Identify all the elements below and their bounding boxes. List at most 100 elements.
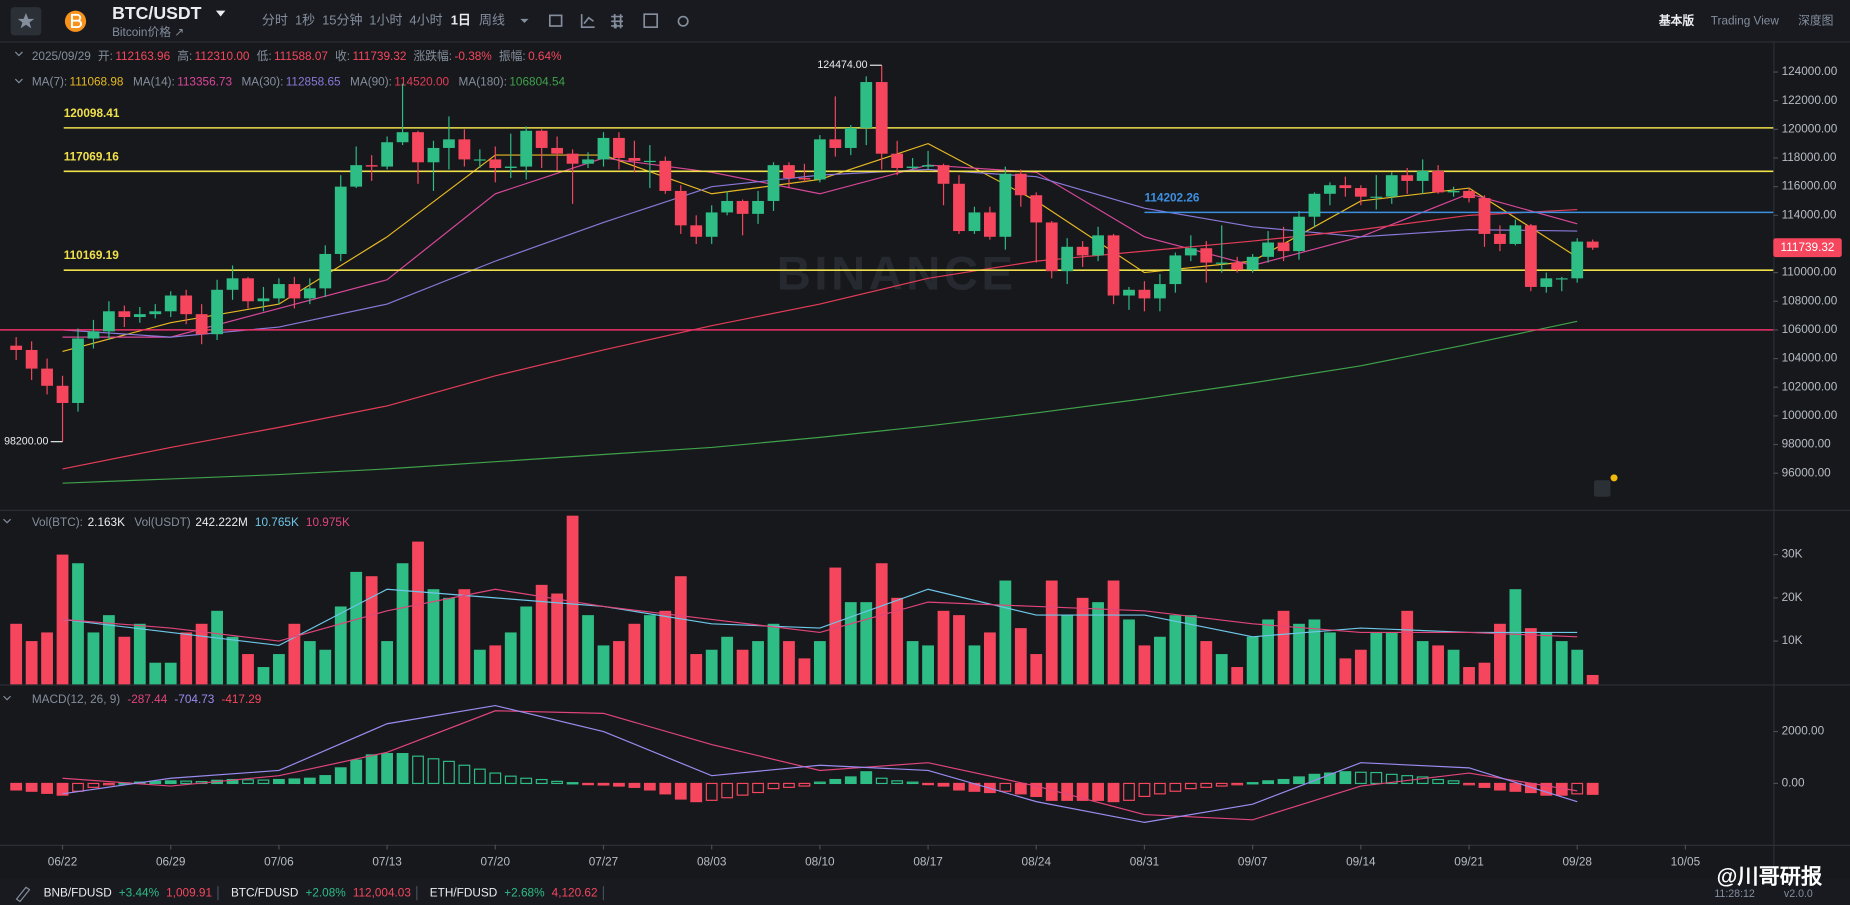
candle-body bbox=[1277, 242, 1290, 252]
volume-bar bbox=[1324, 632, 1336, 685]
volume-bar bbox=[860, 602, 873, 685]
y-tick-label: 104000.00 bbox=[1782, 352, 1838, 365]
ma-line bbox=[62, 320, 1578, 484]
edit-icon[interactable] bbox=[15, 886, 31, 903]
volume-bar bbox=[1571, 649, 1584, 685]
tool-layout[interactable] bbox=[643, 13, 659, 28]
macd-histogram bbox=[705, 782, 718, 801]
view-tab[interactable]: 基本版 bbox=[1658, 13, 1695, 27]
volume-bar bbox=[999, 580, 1012, 685]
volume-bar bbox=[334, 606, 347, 685]
macd-histogram bbox=[1200, 782, 1213, 788]
volume-bar bbox=[844, 602, 857, 685]
y-tick-label: 10K bbox=[1782, 634, 1803, 647]
volume-bar bbox=[319, 649, 332, 685]
legend-name: MA(14): bbox=[133, 76, 175, 89]
interval-tab[interactable]: 1小时 bbox=[369, 13, 402, 28]
interval-tab[interactable]: 4小时 bbox=[409, 13, 442, 28]
macd-histogram bbox=[767, 782, 780, 790]
info-value: -0.38% bbox=[454, 50, 492, 63]
macd-histogram bbox=[427, 758, 440, 785]
interval-tab[interactable]: 1秒 bbox=[295, 13, 315, 28]
y-tick-label: 100000.00 bbox=[1782, 409, 1838, 422]
info-value: 112310.00 bbox=[195, 50, 250, 63]
candle-body bbox=[1092, 235, 1104, 256]
candle-body bbox=[319, 253, 332, 289]
symbol-subtitle[interactable]: Bitcoin价格 ↗ bbox=[112, 25, 184, 39]
macd-histogram bbox=[813, 781, 826, 785]
ticker-change: +2.68% bbox=[504, 886, 545, 899]
candle-body bbox=[999, 173, 1012, 237]
interval-tab[interactable]: 1日 bbox=[451, 13, 471, 28]
note-dot bbox=[1610, 474, 1618, 482]
symbol-dropdown[interactable] bbox=[215, 10, 226, 17]
macd-histogram bbox=[396, 753, 409, 785]
macd-histogram bbox=[489, 772, 502, 785]
tool-candles bbox=[613, 14, 622, 29]
ticker-price: 1,009.91 bbox=[166, 886, 212, 899]
x-tick-label: 09/14 bbox=[1346, 856, 1376, 869]
x-tick-label: 09/21 bbox=[1454, 856, 1483, 869]
volume-bar bbox=[813, 641, 826, 685]
macd-histogram bbox=[1385, 773, 1398, 785]
legend-value: 106804.54 bbox=[509, 76, 565, 89]
info-value: 111588.07 bbox=[274, 50, 328, 63]
legend-value: 113356.73 bbox=[177, 76, 232, 89]
y-tick-label: 30K bbox=[1782, 548, 1803, 561]
macd-value: -704.73 bbox=[174, 693, 214, 706]
volume-bar bbox=[674, 576, 687, 685]
macd-histogram bbox=[674, 782, 687, 800]
interval-dropdown[interactable] bbox=[520, 18, 529, 24]
ticker-pair: ETH/FDUSD bbox=[430, 886, 497, 899]
price-level-label: 117069.16 bbox=[64, 150, 119, 163]
candle-body bbox=[1045, 222, 1058, 272]
candle-body bbox=[1463, 190, 1475, 199]
candle-body bbox=[458, 139, 471, 160]
x-tick-label: 07/27 bbox=[589, 856, 618, 869]
volume-bar bbox=[1432, 645, 1445, 685]
candle-body bbox=[767, 165, 780, 201]
volume-bar bbox=[103, 615, 115, 685]
volume-bar bbox=[1092, 602, 1104, 685]
view-tab[interactable]: Trading View bbox=[1711, 14, 1780, 27]
interval-tab[interactable]: 周线 bbox=[479, 13, 505, 28]
collapse-arrows[interactable] bbox=[3, 51, 23, 701]
volume-bar bbox=[10, 623, 23, 685]
volume-bar bbox=[721, 636, 734, 685]
candle-body bbox=[1401, 175, 1414, 181]
tool-gear[interactable] bbox=[677, 15, 689, 27]
info-value: 112163.96 bbox=[115, 50, 170, 63]
symbol[interactable]: BTC/USDT bbox=[112, 3, 202, 23]
note-button[interactable] bbox=[1593, 480, 1611, 497]
ticker-price: 112,004.03 bbox=[353, 886, 412, 899]
macd-histogram bbox=[520, 777, 533, 785]
candle-body bbox=[1308, 193, 1321, 217]
candle-body bbox=[133, 314, 146, 318]
macd-histogram bbox=[149, 780, 162, 785]
candle-body bbox=[473, 159, 486, 161]
x-tick-label: 10/05 bbox=[1671, 856, 1701, 869]
macd-histogram bbox=[1478, 782, 1491, 788]
macd-histogram bbox=[752, 782, 764, 794]
candle-body bbox=[1138, 289, 1151, 299]
interval-tab[interactable]: 15分钟 bbox=[322, 13, 362, 28]
y-tick-label: 108000.00 bbox=[1782, 294, 1838, 307]
volume-bar bbox=[1540, 632, 1553, 685]
candle-body bbox=[1370, 196, 1383, 198]
tool-calendar[interactable] bbox=[548, 14, 563, 27]
candle-body bbox=[922, 165, 934, 167]
tool-indicator[interactable] bbox=[580, 14, 595, 28]
macd-histogram bbox=[829, 778, 842, 785]
volume-bar bbox=[1045, 580, 1058, 685]
macd-histogram bbox=[56, 782, 69, 796]
interval-tab[interactable]: 分时 bbox=[262, 13, 288, 28]
extreme-label: 98200.00 bbox=[4, 435, 48, 447]
volume-bar bbox=[1401, 610, 1414, 685]
toolbar bbox=[548, 13, 689, 29]
candle-body bbox=[1447, 190, 1460, 193]
candle-body bbox=[1339, 185, 1352, 189]
info-label: 高: bbox=[177, 49, 192, 63]
volume-bar bbox=[381, 641, 394, 685]
volume-ma-line bbox=[62, 588, 1578, 642]
view-tab[interactable]: 深度图 bbox=[1798, 13, 1833, 27]
